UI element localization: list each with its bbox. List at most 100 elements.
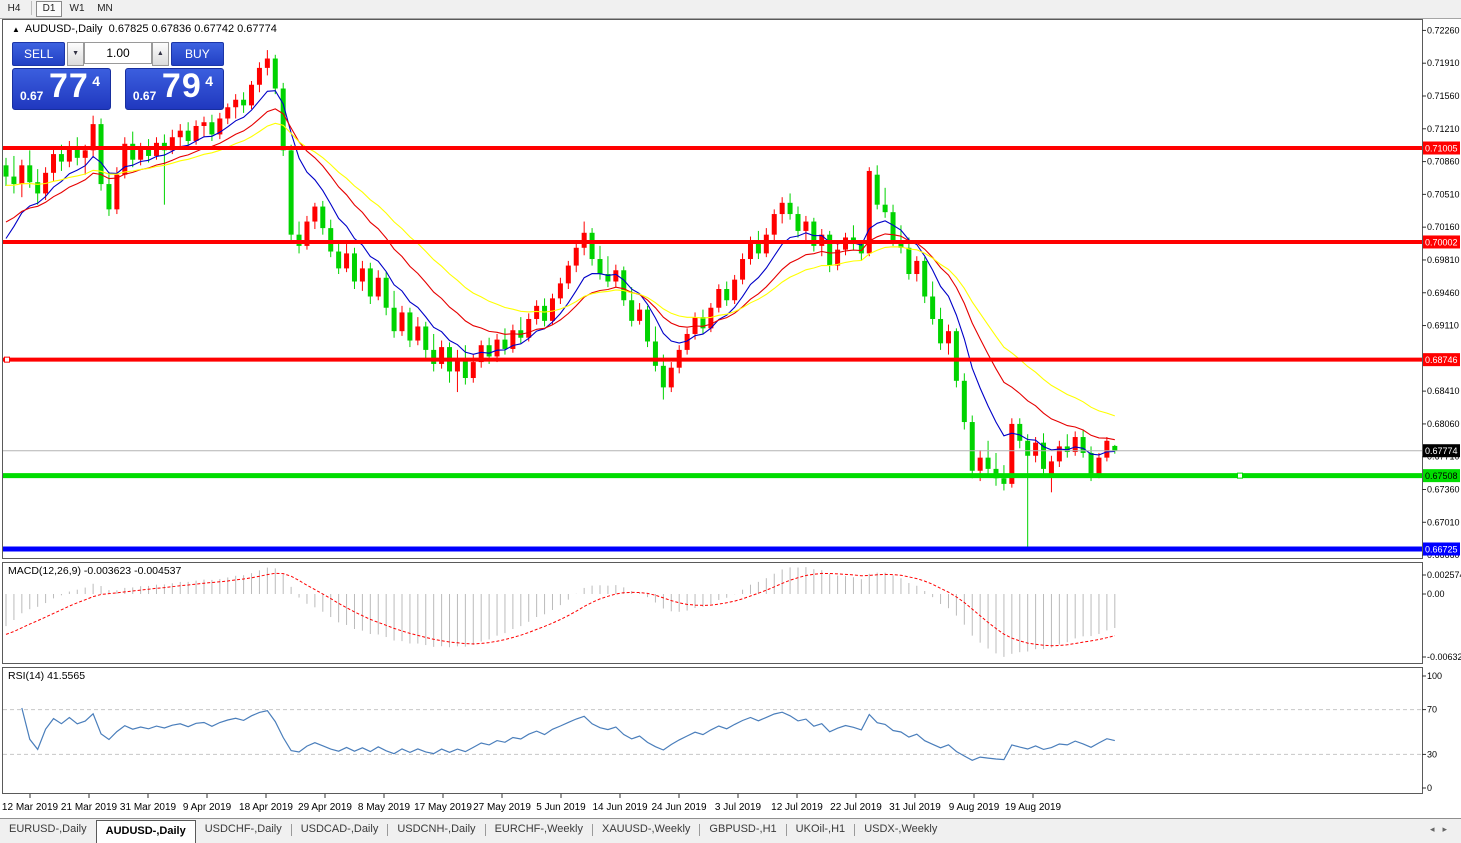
timeframe-button-W1[interactable]: W1 — [64, 1, 90, 17]
svg-text:21 Mar 2019: 21 Mar 2019 — [61, 802, 118, 813]
level-handle[interactable] — [1237, 472, 1243, 479]
buy-price-tile[interactable]: 0.67 79 4 — [124, 67, 224, 110]
tab-separator — [290, 824, 292, 836]
rsi-panel-frame — [2, 667, 1423, 794]
volume-decrease-icon[interactable]: ▼ — [67, 42, 84, 66]
price-panel-frame — [2, 19, 1423, 559]
svg-text:0.68746: 0.68746 — [1425, 355, 1458, 365]
tab-usdcad-daily[interactable]: USDCAD-,Daily — [300, 823, 379, 835]
timeframe-toolbar: H4 D1 W1 MN — [0, 0, 1461, 19]
svg-text:0.67010: 0.67010 — [1427, 517, 1460, 527]
sell-price-prefix: 0.67 — [20, 89, 44, 103]
svg-text:14 Jun 2019: 14 Jun 2019 — [592, 802, 647, 813]
svg-text:9 Apr 2019: 9 Apr 2019 — [183, 802, 232, 813]
svg-text:0.69460: 0.69460 — [1427, 288, 1460, 298]
svg-text:0.71560: 0.71560 — [1427, 91, 1460, 101]
buy-price-prefix: 0.67 — [132, 89, 157, 103]
svg-text:0.68410: 0.68410 — [1427, 386, 1460, 396]
svg-text:29 Apr 2019: 29 Apr 2019 — [298, 802, 352, 813]
svg-text:31 Jul 2019: 31 Jul 2019 — [889, 802, 941, 813]
tab-scroll-arrows[interactable]: ◂▸ — [1430, 824, 1455, 835]
buy-button[interactable]: BUY — [170, 42, 224, 66]
svg-text:27 May 2019: 27 May 2019 — [473, 802, 531, 813]
tab-usdx-weekly[interactable]: USDX-,Weekly — [864, 823, 938, 835]
sell-price-big: 77 — [49, 67, 89, 105]
svg-text:0.70510: 0.70510 — [1427, 189, 1460, 199]
timeframe-button-MN[interactable]: MN — [92, 1, 118, 17]
svg-text:0.70860: 0.70860 — [1427, 157, 1460, 167]
svg-text:0.71910: 0.71910 — [1427, 58, 1460, 68]
svg-text:8 May 2019: 8 May 2019 — [358, 802, 411, 813]
tab-separator — [854, 824, 856, 836]
ma-line-26 — [5, 122, 1115, 417]
sell-price-tile[interactable]: 0.67 77 4 — [12, 67, 112, 110]
symbol-tab-bar: EURUSD-,Daily AUDUSD-,Daily USDCHF-,Daily U… — [0, 818, 1461, 843]
volume-increase-icon[interactable]: ▲ — [152, 42, 169, 66]
buy-price-big: 79 — [161, 67, 202, 105]
svg-text:9 Aug 2019: 9 Aug 2019 — [949, 802, 1000, 813]
sell-price-pipette: 4 — [92, 73, 101, 89]
tab-eurusd-daily[interactable]: EURUSD-,Daily — [9, 823, 87, 835]
svg-text:3 Jul 2019: 3 Jul 2019 — [715, 802, 762, 813]
ma-line-16 — [5, 108, 1115, 441]
macd-signal-line — [5, 572, 1115, 647]
level-price-chip: 0.67508 — [1423, 469, 1460, 483]
volume-input[interactable] — [84, 42, 152, 64]
svg-text:19 Aug 2019: 19 Aug 2019 — [1005, 802, 1062, 813]
level-price-chip: 0.66725 — [1423, 542, 1460, 556]
svg-text:0: 0 — [1427, 783, 1432, 793]
svg-text:70: 70 — [1427, 705, 1437, 715]
timeframe-button-H4[interactable]: H4 — [1, 1, 27, 17]
tab-separator — [591, 824, 593, 836]
tab-xauusd-weekly[interactable]: XAUUSD-,Weekly — [601, 823, 691, 835]
svg-text:0.68060: 0.68060 — [1427, 419, 1460, 429]
price-axis: 0.72260 0.71910 0.71560 0.71210 0.70860 0.705… — [1422, 25, 1461, 793]
level-price-chip: 0.71005 — [1423, 141, 1460, 155]
svg-text:0.67774: 0.67774 — [1425, 446, 1458, 456]
level-price-chip: 0.70002 — [1423, 235, 1460, 249]
svg-text:0.00: 0.00 — [1427, 589, 1445, 599]
tab-scroll-left-icon[interactable]: ◂ — [1429, 824, 1443, 834]
svg-text:0.67508: 0.67508 — [1425, 471, 1458, 481]
svg-text:0.69110: 0.69110 — [1427, 321, 1459, 331]
rsi-label: RSI(14) 41.5565 — [8, 670, 85, 682]
svg-text:12 Mar 2019: 12 Mar 2019 — [2, 802, 59, 813]
bid-price-chip: 0.67774 — [1423, 444, 1460, 458]
timeframe-button-D1[interactable]: D1 — [36, 1, 62, 17]
svg-text:100: 100 — [1427, 671, 1442, 681]
buy-price-pipette: 4 — [205, 73, 213, 89]
svg-text:0.002574: 0.002574 — [1427, 570, 1461, 580]
macd-panel-frame — [2, 562, 1423, 664]
svg-text:12 Jul 2019: 12 Jul 2019 — [771, 802, 823, 813]
ohlc-readout: 0.67825 0.67836 0.67742 0.67774 — [108, 23, 277, 35]
tab-eurchf-weekly[interactable]: EURCHF-,Weekly — [494, 823, 583, 835]
level-handle[interactable] — [4, 356, 10, 363]
date-axis: 12 Mar 2019 21 Mar 2019 31 Mar 2019 9 Apr 2… — [2, 794, 1062, 813]
tab-usdcnh-daily[interactable]: USDCNH-,Daily — [397, 823, 476, 835]
svg-text:18 Apr 2019: 18 Apr 2019 — [239, 802, 293, 813]
tab-usdchf-daily[interactable]: USDCHF-,Daily — [204, 823, 282, 835]
tab-gbpusd-h1[interactable]: GBPUSD-,H1 — [709, 823, 777, 835]
tab-separator — [484, 824, 486, 836]
svg-text:0.67360: 0.67360 — [1427, 485, 1460, 495]
level-price-chip: 0.68746 — [1423, 353, 1460, 367]
svg-text:0.71005: 0.71005 — [1425, 144, 1458, 154]
sell-button[interactable]: SELL — [12, 42, 66, 66]
level-lines-layer — [3, 146, 1422, 552]
toolbar-separator — [31, 1, 32, 15]
tab-scroll-right-icon[interactable]: ▸ — [1442, 824, 1455, 834]
tab-separator — [699, 824, 701, 836]
tab-audusd-daily[interactable]: AUDUSD-,Daily — [95, 820, 196, 843]
svg-text:-0.006326: -0.006326 — [1427, 652, 1461, 662]
svg-text:22 Jul 2019: 22 Jul 2019 — [830, 802, 882, 813]
svg-text:31 Mar 2019: 31 Mar 2019 — [120, 802, 177, 813]
svg-text:0.69810: 0.69810 — [1427, 255, 1460, 265]
svg-text:5 Jun 2019: 5 Jun 2019 — [536, 802, 586, 813]
tab-ukoil-h1[interactable]: UKOil-,H1 — [795, 823, 846, 835]
chart-title: ▲ AUDUSD-,Daily 0.67825 0.67836 0.67742 0… — [12, 23, 277, 35]
svg-text:30: 30 — [1427, 749, 1437, 759]
svg-text:24 Jun 2019: 24 Jun 2019 — [651, 802, 706, 813]
collapse-panel-icon[interactable]: ▲ — [12, 25, 20, 34]
